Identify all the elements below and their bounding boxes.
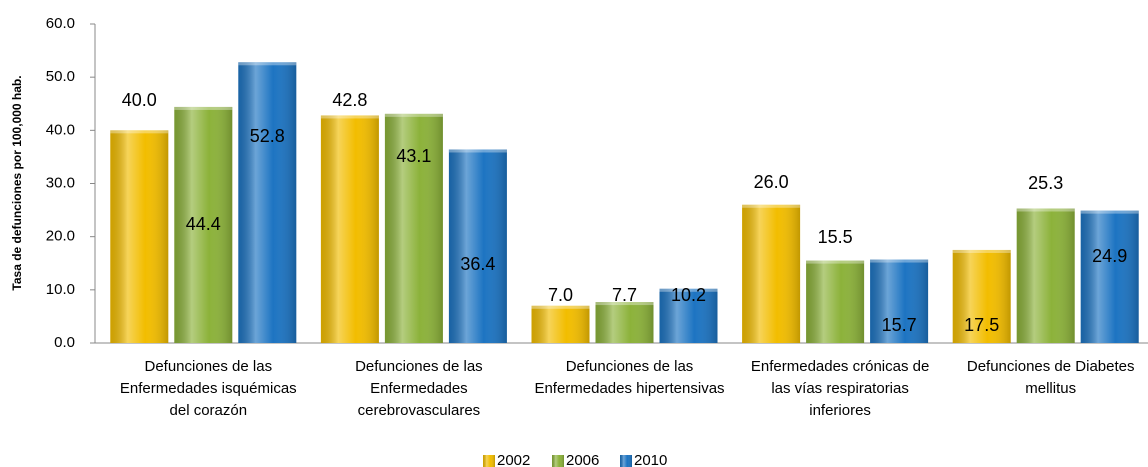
value-label: 40.0 [122, 90, 157, 110]
y-tick-label: 60.0 [46, 15, 75, 32]
bar-top [238, 62, 297, 66]
y-tick-label: 50.0 [46, 68, 75, 85]
bar-top [531, 305, 590, 309]
legend-label: 2006 [566, 452, 599, 467]
legend-marker-shine [620, 455, 632, 467]
value-label: 7.0 [548, 285, 573, 305]
bar-highlight [384, 113, 443, 343]
y-tick-label: 0.0 [54, 334, 75, 351]
bar-top [384, 113, 443, 117]
value-label: 17.5 [964, 315, 999, 335]
x-tick-label: Defunciones de las Enfermedades hiperten… [534, 358, 725, 397]
value-label: 15.7 [882, 315, 917, 335]
bar-top [870, 259, 929, 263]
bar-top [448, 149, 507, 153]
value-label: 24.9 [1092, 246, 1127, 266]
legend-label: 2002 [497, 452, 530, 467]
value-label: 26.0 [754, 172, 789, 192]
value-label: 10.2 [671, 285, 706, 305]
bar-highlight [174, 106, 233, 343]
bar-top [806, 260, 865, 264]
bar-highlight [806, 260, 865, 343]
value-label: 15.5 [818, 227, 853, 247]
bar-highlight [870, 259, 929, 343]
bar-top [952, 249, 1011, 253]
value-label: 43.1 [396, 146, 431, 166]
bar-top [110, 130, 169, 134]
bar-top [595, 302, 654, 306]
y-tick-label: 30.0 [46, 174, 75, 191]
x-tick-label: Defunciones de Diabetes mellitus [966, 358, 1135, 397]
x-tick-label: Enfermedades crónicas de las vías respir… [750, 358, 930, 419]
bar-top [1080, 210, 1139, 214]
bar-top [1016, 208, 1075, 212]
bar-highlight [320, 115, 379, 344]
bar-highlight [1016, 208, 1075, 343]
legend-marker-shine [552, 455, 564, 467]
bar-highlight [110, 130, 169, 343]
bar-top [174, 106, 233, 110]
legend-marker-shine [483, 455, 495, 467]
value-label: 44.4 [186, 214, 221, 234]
bar-top [742, 204, 801, 208]
y-tick-label: 40.0 [46, 121, 75, 138]
bar-highlight [531, 305, 590, 343]
bar-highlight [659, 288, 718, 343]
bar-highlight [448, 149, 507, 343]
bar-highlight [238, 62, 297, 343]
y-tick-label: 10.0 [46, 281, 75, 298]
value-label: 36.4 [460, 254, 495, 274]
value-label: 7.7 [612, 285, 637, 305]
bar-top [320, 115, 379, 119]
value-label: 52.8 [250, 126, 285, 146]
x-tick-label: Defunciones de las Enfermedades isquémic… [119, 358, 297, 419]
bar-highlight [595, 302, 654, 343]
legend-label: 2010 [634, 452, 667, 467]
bar-highlight [1080, 210, 1139, 343]
bar-highlight [742, 204, 801, 343]
bar-highlight [952, 249, 1011, 343]
bar-top [659, 288, 718, 292]
x-tick-label: Defunciones de las Enfermedades cerebrov… [355, 358, 483, 419]
value-label: 42.8 [332, 90, 367, 110]
y-axis-title: Tasa de defunciones por 100,000 hab. [10, 75, 24, 290]
value-label: 25.3 [1028, 173, 1063, 193]
y-tick-label: 20.0 [46, 228, 75, 245]
